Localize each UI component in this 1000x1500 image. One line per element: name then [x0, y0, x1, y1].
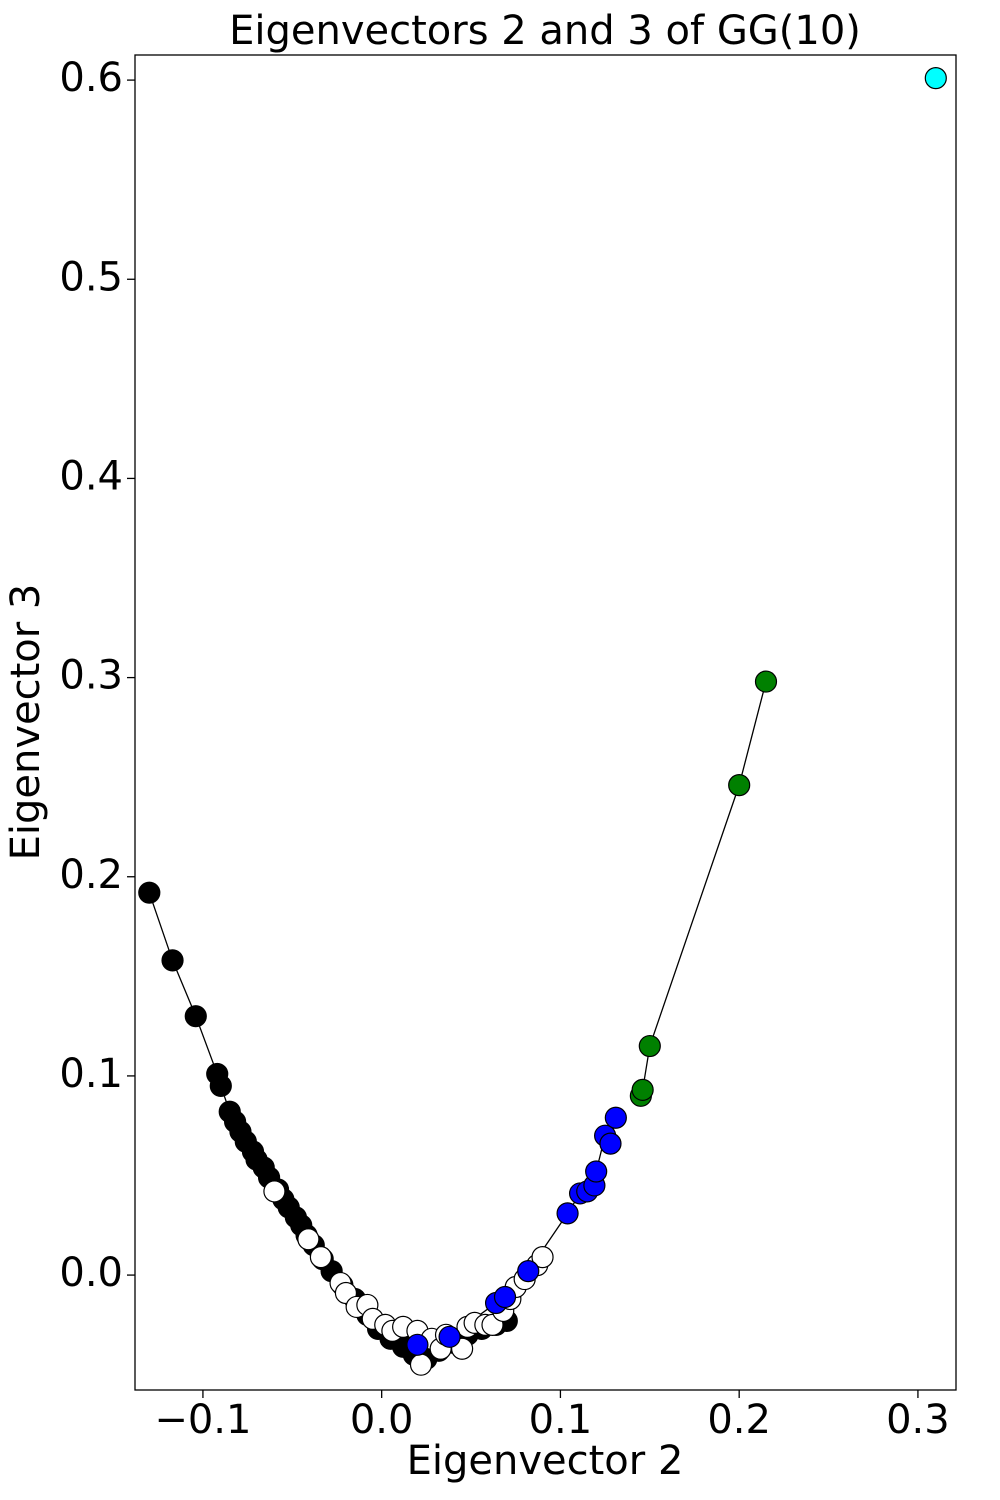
edge-path [640, 681, 767, 1097]
plot-frame [134, 54, 957, 1391]
point [438, 1325, 461, 1348]
point [263, 1180, 286, 1203]
point [604, 1106, 627, 1129]
point [493, 1285, 517, 1309]
x-axis-label: Eigenvector 2 [407, 1438, 684, 1484]
x-tick-label: 0.3 [886, 1397, 950, 1443]
point [631, 1078, 654, 1101]
edge-path [148, 892, 508, 1360]
point [754, 670, 778, 693]
x-tick-label: 0.2 [707, 1397, 771, 1443]
point [638, 1034, 661, 1058]
y-tick-label: 0.4 [59, 453, 123, 499]
point [924, 67, 947, 90]
chart-title: Eigenvectors 2 and 3 of GG(10) [229, 8, 861, 54]
x-tick-label: 0.1 [529, 1397, 593, 1443]
point [556, 1202, 579, 1225]
point [209, 1074, 232, 1097]
point [517, 1259, 540, 1283]
y-tick-label: 0.3 [59, 653, 123, 699]
y-tick-label: 0.5 [59, 254, 123, 300]
point [409, 1353, 433, 1376]
y-axis-label: Eigenvector 3 [3, 584, 49, 861]
point [406, 1333, 429, 1356]
edge-path [417, 1117, 617, 1346]
point [531, 1246, 554, 1269]
x-tick-label: −0.1 [154, 1397, 251, 1443]
y-tick-label: 0.6 [59, 55, 123, 101]
point [585, 1160, 608, 1183]
point [161, 949, 184, 972]
y-tick-label: 0.2 [59, 852, 123, 898]
point [599, 1132, 622, 1155]
y-tick-label: 0.1 [59, 1051, 123, 1097]
point [728, 774, 751, 797]
point [297, 1228, 320, 1251]
x-tick-label: 0.0 [350, 1397, 414, 1443]
point [184, 1005, 207, 1028]
point [138, 881, 161, 904]
point [309, 1246, 333, 1269]
y-tick-label: 0.0 [59, 1250, 123, 1296]
